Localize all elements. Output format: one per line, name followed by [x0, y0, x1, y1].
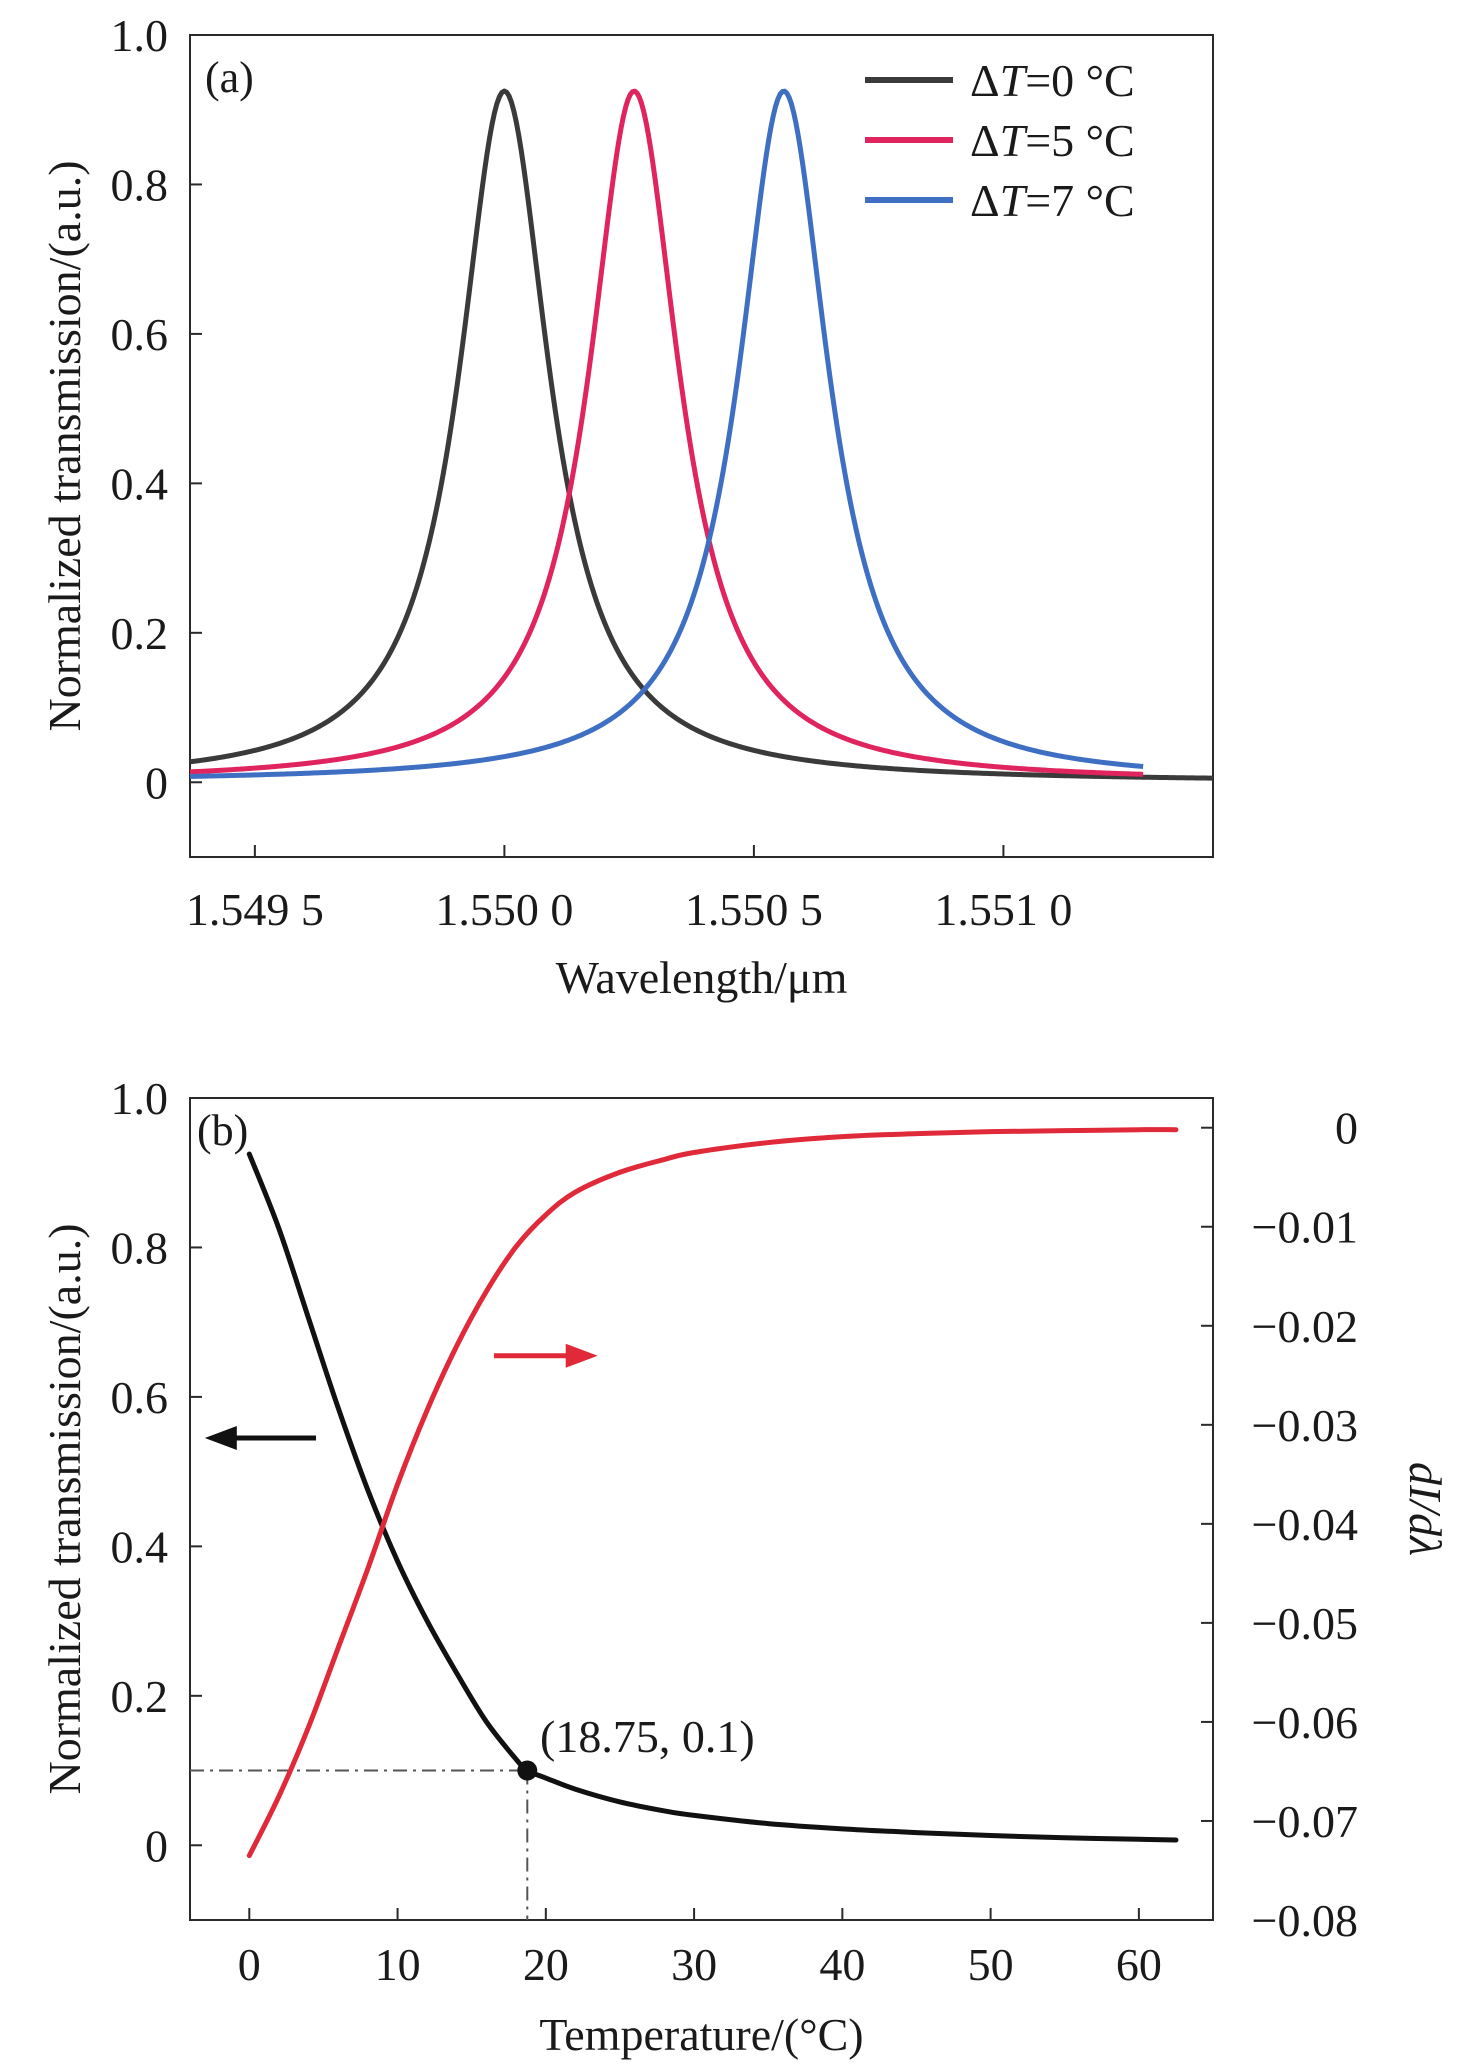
- series-line-1: [190, 88, 1144, 777]
- annotation-label: (18.75, 0.1): [540, 1711, 755, 1762]
- y2-tick-label: −0.03: [1252, 1400, 1358, 1451]
- y2-tick-label: −0.08: [1252, 1895, 1358, 1946]
- y-tick-label: 0: [145, 757, 168, 808]
- series-line-0: [190, 88, 1213, 781]
- series-line-2: [190, 88, 1144, 779]
- y-tick-label: 0.2: [111, 1671, 169, 1722]
- y-tick-label: 0.8: [111, 159, 169, 210]
- panel-b-plot: 0 0.2 0.4 0.6 0.8 1.0 0 −0.01 −0.02 −0.03 −0.04 −0.…: [39, 1073, 1451, 2060]
- legend-prefix: Δ: [970, 175, 1000, 226]
- y2-tick-label: −0.07: [1252, 1796, 1358, 1847]
- y-tick-label: 0.6: [111, 309, 169, 360]
- x-tick-label: 40: [819, 1939, 865, 1990]
- legend-prefix: Δ: [970, 55, 1000, 106]
- panel-b-frame: [189, 1097, 1214, 1921]
- x-axis-title: Wavelength/μm: [556, 952, 848, 1003]
- y-tick-label: 0: [145, 1820, 168, 1871]
- x-tick-label: 1.551 0: [934, 884, 1072, 935]
- y-tick-label: 0.4: [111, 458, 169, 509]
- x-tick-label: 1.549 5: [186, 884, 324, 935]
- legend-var: T: [1000, 115, 1029, 166]
- arrow-head-0: [204, 1426, 237, 1451]
- panel-a-frame: [189, 34, 1214, 858]
- y2-tick-label: 0: [1335, 1103, 1358, 1154]
- x-tick-label: 1.550 0: [435, 884, 573, 935]
- x-tick-label: 1.550 5: [685, 884, 823, 935]
- y-tick-label: 0.4: [111, 1521, 169, 1572]
- x-tick-label: 0: [238, 1939, 261, 1990]
- panel-a-curves: [190, 88, 1213, 781]
- legend-entry-0: ΔT=0 °C: [970, 55, 1135, 106]
- annotation-point: [517, 1760, 538, 1781]
- y-tick-label: 0.8: [111, 1222, 169, 1273]
- x-tick-label: 10: [375, 1939, 421, 1990]
- panel-a-plot: 0 0.2 0.4 0.6 0.8 1.0 1.549 5 1.550 0 1.550 5 1.5…: [39, 10, 1214, 1003]
- x-tick-label: 20: [523, 1939, 569, 1990]
- y-tick-label: 0.6: [111, 1372, 169, 1423]
- y2-tick-label: −0.05: [1252, 1598, 1358, 1649]
- legend-entry-2: ΔT=7 °C: [970, 175, 1135, 226]
- y-tick-label: 1.0: [111, 10, 169, 61]
- legend-suffix: =5 °C: [1025, 115, 1135, 166]
- series-line-1: [246, 1127, 1179, 1859]
- legend-var: T: [1000, 175, 1029, 226]
- x-tick-label: 50: [968, 1939, 1014, 1990]
- y2-tick-label: −0.04: [1252, 1499, 1358, 1550]
- x-axis-title: Temperature/(°C): [539, 2009, 863, 2060]
- y-tick-label: 1.0: [111, 1073, 169, 1124]
- panel-label: (a): [205, 53, 254, 102]
- panel-label: (b): [197, 1106, 248, 1155]
- legend-suffix: =7 °C: [1025, 175, 1135, 226]
- y-tick-label: 0.2: [111, 608, 169, 659]
- y2-tick-label: −0.02: [1252, 1301, 1358, 1352]
- x-tick-label: 30: [671, 1939, 717, 1990]
- legend-suffix: =0 °C: [1025, 55, 1135, 106]
- y2-tick-label: −0.01: [1252, 1202, 1358, 1253]
- legend-var: T: [1000, 55, 1029, 106]
- y-axis-title: Normalized transmission/(a.u.): [39, 160, 90, 731]
- series-line-0: [246, 1151, 1179, 1843]
- y2-axis-title: dI/dλ: [1400, 1462, 1451, 1556]
- legend-entry-1: ΔT=5 °C: [970, 115, 1135, 166]
- y-axis-title: Normalized transmission/(a.u.): [39, 1223, 90, 1794]
- legend-prefix: Δ: [970, 115, 1000, 166]
- y2-tick-label: −0.06: [1252, 1697, 1358, 1748]
- x-tick-label: 60: [1116, 1939, 1162, 1990]
- arrow-head-1: [565, 1343, 598, 1368]
